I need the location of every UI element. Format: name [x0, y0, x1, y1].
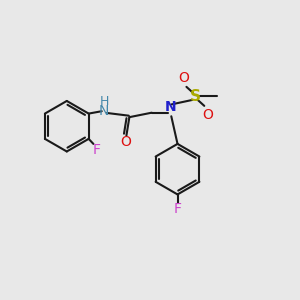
Text: O: O: [178, 71, 189, 85]
Text: F: F: [92, 143, 101, 157]
Text: N: N: [164, 100, 176, 114]
Text: O: O: [120, 135, 131, 149]
Text: N: N: [99, 103, 109, 118]
Text: F: F: [173, 202, 181, 216]
Text: O: O: [202, 108, 213, 122]
Text: S: S: [190, 89, 201, 104]
Text: H: H: [100, 94, 110, 108]
